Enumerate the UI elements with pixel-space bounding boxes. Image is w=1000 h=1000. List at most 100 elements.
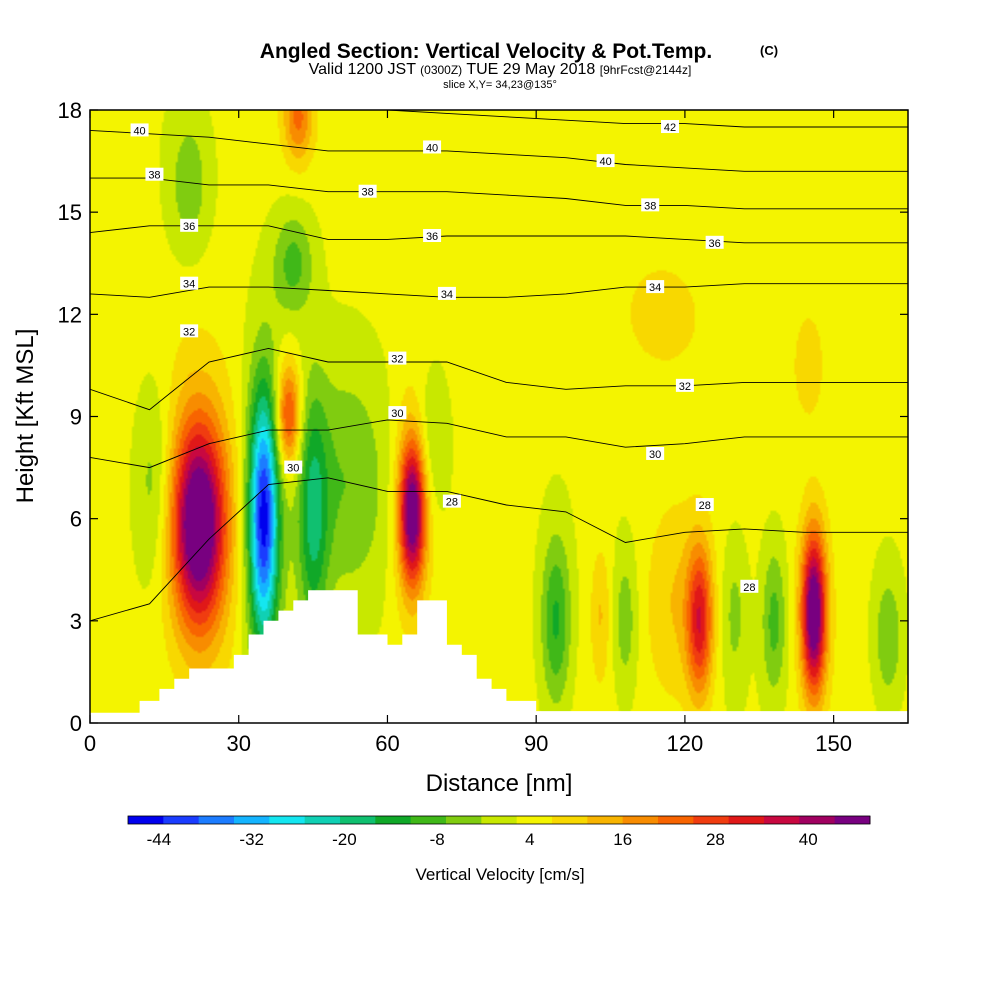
contour-label: 36: [180, 218, 199, 233]
contour-label-bg: [437, 286, 456, 300]
colorbar-swatch: [587, 816, 624, 824]
colorbar-swatch: [764, 816, 800, 824]
contour-label-bg: [740, 579, 759, 593]
contour-label: 30: [388, 406, 407, 420]
isentrope-36: [90, 225, 908, 244]
contour-label: 32: [388, 351, 407, 366]
x-tick-label: 30: [226, 731, 250, 756]
contour-label: 36: [705, 235, 724, 250]
isentrope-28: [90, 477, 908, 622]
contour-label-text: 32: [679, 381, 691, 393]
colorbar-frame: [127, 815, 871, 825]
colorbar-swatch: [481, 816, 518, 824]
contour-label-text: 28: [446, 497, 458, 509]
contour-label-bg: [358, 184, 377, 198]
contour-label-text: 32: [183, 326, 195, 338]
valid-line: Valid 1200 JST (0300Z) TUE 29 May 2018 […: [309, 61, 692, 78]
contour-label-bg: [130, 123, 149, 137]
contour-label-bg: [423, 140, 442, 154]
contour-label-text: 28: [743, 582, 755, 594]
contour-label: 34: [437, 286, 456, 301]
y-axis-label: Height [Kft MSL]: [12, 329, 39, 504]
colorbar-swatch: [693, 816, 730, 824]
contour-label: 34: [646, 280, 665, 294]
x-tick-label: 120: [667, 731, 704, 756]
x-axis: 0 30 60 90 120 150: [84, 110, 852, 756]
colorbar-swatch: [340, 816, 376, 824]
x-tick-label: 90: [524, 731, 548, 756]
y-tick-label: 9: [70, 405, 82, 430]
colorbar-swatch: [375, 816, 412, 824]
contour-label-bg: [675, 378, 694, 392]
colorbar-swatch: [163, 816, 200, 824]
contour-label: 30: [646, 446, 665, 461]
colorbar-swatch: [552, 816, 588, 824]
contour-label-text: 40: [599, 156, 611, 168]
valid-zulu: (0300Z): [420, 63, 462, 77]
contour-label-layer: 40 40 40 42 38 38 38 36 36 36 34 34 34 32 32 32 30 30 30 28…: [130, 120, 759, 594]
contour-label: 38: [358, 184, 377, 199]
contour-label: 38: [641, 198, 660, 212]
colorbar-tick-label: 4: [525, 830, 534, 849]
colorbar-tick-label: -44: [147, 830, 172, 849]
colorbar-tick-label: -8: [430, 830, 445, 849]
contour-label-bg: [646, 280, 665, 294]
contour-label-bg: [442, 494, 461, 508]
title-unit: (C): [760, 43, 778, 58]
contour-label-text: 36: [183, 221, 195, 233]
contour-label-text: 36: [426, 231, 438, 243]
plot-area: 40 40 40 42 38 38 38 36 36 36 34 34 34 32 32 32 30 30 30 28…: [90, 110, 908, 723]
velocity-field: [90, 110, 908, 723]
contour-label-text: 30: [391, 408, 403, 420]
isentrope-42: [383, 110, 908, 128]
colorbar-swatch: [198, 816, 235, 824]
colorbar-swatch: [304, 816, 341, 824]
contour-label-bg: [180, 218, 199, 232]
contour-label: 28: [695, 498, 714, 512]
contour-label: 28: [442, 494, 461, 509]
contour-label: 32: [675, 378, 694, 393]
isentrope-38: [90, 177, 908, 210]
colorbar-swatch: [234, 816, 270, 824]
contour-label-text: 28: [699, 500, 711, 512]
contour-label-text: 34: [183, 279, 195, 291]
terrain: [90, 590, 908, 723]
contour-label-text: 42: [664, 122, 676, 134]
contour-label-bg: [145, 167, 164, 181]
colorbar-swatch: [410, 816, 447, 824]
contour-label: 38: [145, 167, 164, 182]
x-tick-label: 60: [375, 731, 399, 756]
contour-label-text: 38: [148, 170, 160, 182]
contour-label-text: 34: [649, 282, 661, 294]
contour-label: 28: [740, 579, 759, 594]
colorbar-tick-label: 28: [706, 830, 725, 849]
valid-time: Valid 1200 JST: [309, 61, 417, 78]
colorbar-swatch: [834, 816, 871, 824]
y-tick-label: 18: [58, 98, 82, 123]
y-tick-label: 0: [70, 711, 82, 736]
contour-label: 36: [423, 229, 442, 243]
isentrope-34: [90, 283, 908, 298]
colorbar-label: Vertical Velocity [cm/s]: [415, 865, 584, 884]
chart-title: Angled Section: Vertical Velocity & Pot.…: [260, 40, 712, 63]
x-axis-label: Distance [nm]: [426, 770, 573, 797]
colorbar-tick-label: -32: [239, 830, 264, 849]
contour-label-bg: [388, 351, 407, 365]
contour-label: 40: [130, 123, 149, 137]
contour-label-bg: [641, 198, 660, 212]
contour-label-bg: [646, 446, 665, 460]
isentrope-30: [90, 419, 908, 469]
contour-label: 30: [284, 460, 303, 475]
colorbar-swatch: [658, 816, 694, 824]
colorbar: -44 -32 -20 -8 4 16 28 40: [127, 815, 871, 849]
contour-label-text: 30: [649, 449, 661, 461]
colorbar-swatch: [128, 816, 164, 824]
y-tick-label: 12: [58, 302, 82, 327]
colorbar-tick-label: 16: [613, 830, 632, 849]
forecast-info: [9hrFcst@2144z]: [600, 63, 692, 77]
colorbar-tick-label: -20: [332, 830, 357, 849]
y-tick-label: 6: [70, 507, 82, 532]
contour-label: 42: [661, 120, 680, 134]
slice-info: slice X,Y= 34,23@135°: [443, 79, 557, 91]
